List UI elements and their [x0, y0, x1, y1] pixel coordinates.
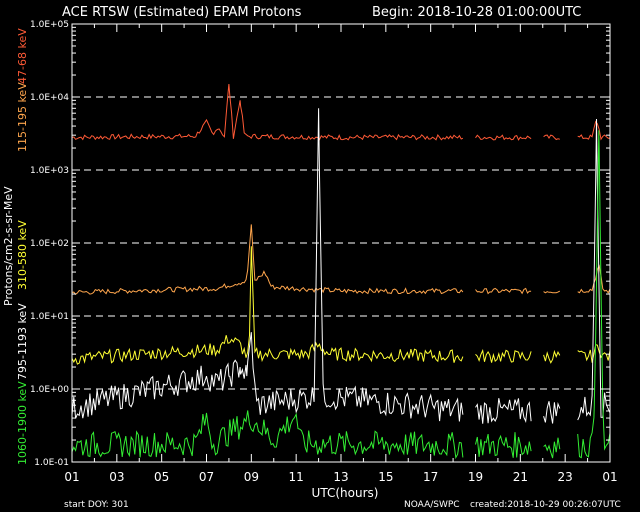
grid-lines	[72, 96, 610, 390]
footer: start DOY: 301 NOAA/SWPC created:2018-10…	[64, 500, 621, 510]
title-block: ACE RTSW (Estimated) EPAM Protons Begin:…	[62, 5, 581, 20]
series-label: 310-580 keV	[16, 220, 29, 290]
series-line-310-580-kev	[71, 246, 611, 365]
series-line-47-68-kev	[71, 84, 610, 141]
begin-time: Begin: 2018-10-28 01:00:00UTC	[372, 5, 581, 20]
series-line-795-1193-kev	[71, 108, 611, 424]
series-label: 47-68 keV	[16, 28, 29, 84]
y-tick-label: 1.0E+05	[30, 20, 69, 30]
start-doy: start DOY: 301	[64, 500, 129, 510]
series-line-1060-1900-kev	[71, 130, 611, 460]
y-axis-ticks: 1.0E-01 1.0E+00 1.0E+01 1.0E+02 1.0E+03 1.0E+…	[30, 20, 610, 468]
series-lines	[71, 84, 611, 460]
x-tick-label: 05	[154, 470, 169, 484]
x-tick-label: 13	[333, 470, 348, 484]
y-tick-label: 1.0E+00	[30, 385, 69, 395]
x-tick-label: 21	[513, 470, 528, 484]
x-tick-label: 17	[423, 470, 438, 484]
y-tick-label: 1.0E+04	[30, 93, 69, 103]
x-tick-label: 01	[602, 470, 617, 484]
source-label: NOAA/SWPC	[404, 500, 460, 510]
x-tick-label: 15	[378, 470, 393, 484]
x-tick-label: 23	[558, 470, 573, 484]
x-tick-label: 11	[289, 470, 304, 484]
series-label: 795-1193 keV	[16, 303, 29, 380]
created-time: created:2018-10-29 00:26:07UTC	[470, 500, 621, 510]
x-tick-label: 19	[468, 470, 483, 484]
series-label: 1060-1900 keV	[16, 381, 29, 465]
x-tick-label: 03	[109, 470, 124, 484]
y-tick-label: 1.0E+02	[30, 239, 69, 249]
chart-title: ACE RTSW (Estimated) EPAM Protons	[62, 5, 302, 20]
y-axis-label: Protons/cm2-s-sr-MeV	[2, 186, 15, 306]
x-tick-label: 09	[244, 470, 259, 484]
x-tick-label: 07	[199, 470, 214, 484]
series-label: 115-195 keV	[16, 82, 29, 152]
x-tick-label: 01	[64, 470, 79, 484]
y-tick-label: 1.0E+01	[30, 312, 69, 322]
y-tick-label: 1.0E+03	[30, 166, 69, 176]
x-axis-ticks: 01 03 05 07 09 11 13 15 17 19 21 23 01	[64, 24, 618, 484]
x-axis-label: UTC(hours)	[312, 486, 379, 500]
y-tick-label: 1.0E-01	[34, 458, 69, 468]
series-line-115-195-kev	[71, 224, 611, 295]
